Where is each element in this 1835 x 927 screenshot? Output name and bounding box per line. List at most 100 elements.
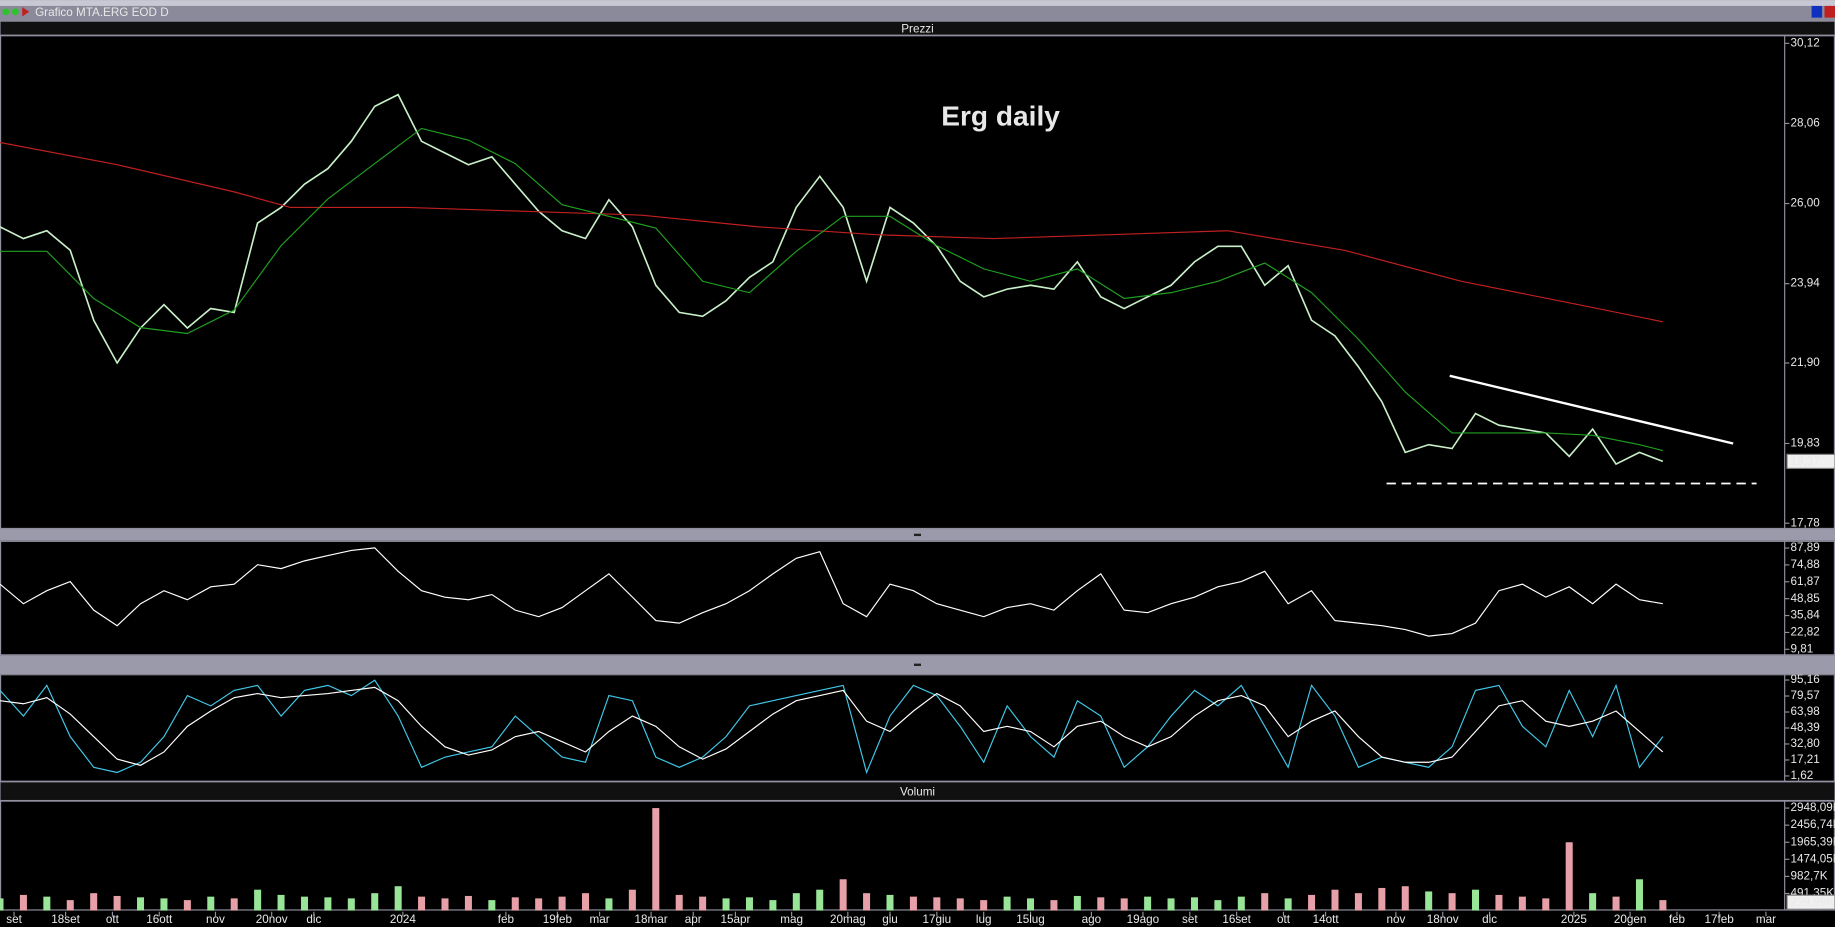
volume-bar xyxy=(183,900,191,911)
volume-bar xyxy=(909,896,917,911)
volume-bar xyxy=(1120,898,1128,911)
panel-frame xyxy=(0,540,1835,656)
volume-bar xyxy=(254,889,262,911)
x-tick-label: ago xyxy=(1082,913,1102,926)
volume-bar xyxy=(1401,886,1409,911)
x-tick-label: 20nov xyxy=(256,913,288,926)
series-line xyxy=(0,547,1663,637)
separator-grip xyxy=(913,663,922,666)
volume-bar xyxy=(43,896,51,911)
volume-bar xyxy=(1050,900,1058,911)
volume-bar xyxy=(19,894,27,911)
volume-bar xyxy=(675,894,683,911)
volume-bar xyxy=(1635,879,1643,911)
volume-bar xyxy=(371,893,379,911)
volume-bar xyxy=(277,894,285,911)
volume-bar xyxy=(1378,887,1386,911)
y-tick-label: 74,88 xyxy=(1791,558,1820,571)
volume-bar xyxy=(1284,898,1292,911)
volume-bar xyxy=(160,898,168,911)
y-tick-label: 28,06 xyxy=(1791,117,1820,130)
volume-bar xyxy=(628,889,636,911)
x-tick-label: set xyxy=(1182,913,1198,926)
volume-bar xyxy=(1190,897,1198,911)
volume-bar xyxy=(324,897,332,911)
volume-bar xyxy=(839,879,847,911)
panel-header xyxy=(0,20,1835,36)
panel-label: Prezzi xyxy=(901,22,933,35)
volume-bar xyxy=(1448,893,1456,911)
y-tick-label: 2948,09K xyxy=(1791,801,1835,814)
volume-bar xyxy=(1308,894,1316,911)
window-button[interactable] xyxy=(1811,5,1823,18)
volume-bar xyxy=(511,897,519,911)
volume-bar xyxy=(113,895,121,911)
volume-bar xyxy=(886,894,894,911)
volume-bar xyxy=(300,896,308,911)
y-tick-label: 982,7K xyxy=(1791,869,1828,882)
volume-bar xyxy=(1167,898,1175,911)
volume-bar xyxy=(1659,900,1667,911)
volume-bar xyxy=(394,886,402,911)
volume-bar xyxy=(1237,896,1245,911)
x-tick-label: set xyxy=(6,913,22,926)
chart-title: Erg daily xyxy=(941,101,1060,132)
volume-bar xyxy=(582,893,590,911)
volume-bar xyxy=(488,900,496,911)
x-tick-label: 17feb xyxy=(1704,913,1734,926)
volume-bar xyxy=(1073,895,1081,911)
volume-bar xyxy=(1261,893,1269,911)
volume-bar xyxy=(605,898,613,911)
x-tick-label: nov xyxy=(206,913,225,926)
separator-grip xyxy=(913,533,922,537)
x-tick-label: 15apr xyxy=(720,913,750,926)
y-tick-label: 48,39 xyxy=(1791,721,1820,734)
x-tick-label: mag xyxy=(780,913,803,926)
volume-bar xyxy=(1542,898,1550,911)
x-tick-label: dic xyxy=(1482,913,1497,926)
last-value-label: 19,37 xyxy=(1791,455,1820,468)
volume-bar xyxy=(66,900,74,911)
x-tick-label: 18set xyxy=(51,913,80,926)
y-tick-label: 17,21 xyxy=(1791,753,1820,766)
x-tick-label: apr xyxy=(685,913,702,926)
volume-bar xyxy=(1331,889,1339,911)
series-line xyxy=(0,686,1664,766)
volume-bar xyxy=(464,895,472,911)
x-tick-label: mar xyxy=(1756,913,1776,926)
window-icon[interactable] xyxy=(11,8,19,16)
volume-bar xyxy=(207,896,215,911)
y-tick-label: 1474,05K xyxy=(1791,852,1835,865)
x-tick-label: feb xyxy=(1669,913,1686,926)
x-tick-label: 20gen xyxy=(1614,913,1647,926)
window-icon[interactable] xyxy=(2,8,10,16)
window-button[interactable] xyxy=(1824,5,1835,18)
last-value-box xyxy=(1786,894,1835,910)
volume-bar xyxy=(230,898,238,911)
volume-bar xyxy=(90,893,98,911)
volume-bar xyxy=(0,898,4,911)
volume-bar xyxy=(418,896,426,911)
y-tick-label: 23,94 xyxy=(1791,277,1821,290)
series-line xyxy=(0,127,1663,452)
y-tick-label: 22,82 xyxy=(1791,626,1820,639)
volume-bar xyxy=(956,898,964,911)
y-tick-label: 61,87 xyxy=(1791,575,1820,588)
x-tick-label: 17giu xyxy=(923,913,952,926)
volume-bar xyxy=(816,889,824,911)
x-tick-label: 20mag xyxy=(830,913,866,926)
y-tick-label: 48,85 xyxy=(1791,592,1821,605)
volume-bar xyxy=(1425,891,1433,911)
volume-bar xyxy=(1612,896,1620,911)
volume-bar xyxy=(769,900,777,911)
x-tick-label: feb xyxy=(498,913,515,926)
plot-layer: Prezzi 30,12 28,06 26,00 23,94 21,90 19,83 17,7… xyxy=(0,20,1835,927)
window-icon[interactable] xyxy=(22,7,30,17)
x-tick-label: 19ago xyxy=(1127,913,1160,926)
volume-bar xyxy=(1144,896,1152,911)
volume-bar xyxy=(933,897,941,911)
volume-bar xyxy=(980,900,988,911)
x-tick-label: 16set xyxy=(1222,913,1251,926)
